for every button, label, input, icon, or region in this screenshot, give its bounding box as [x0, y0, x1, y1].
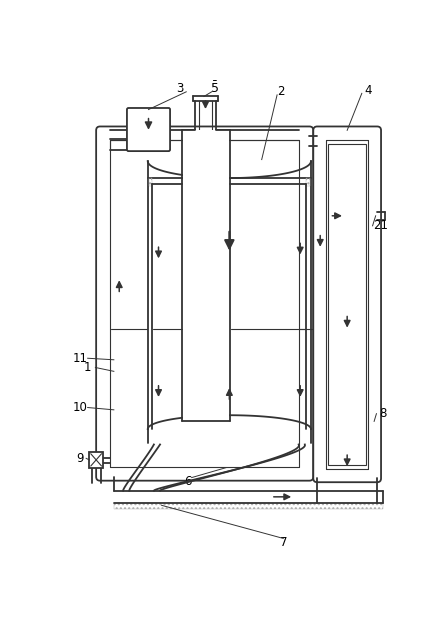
- Text: 2: 2: [277, 85, 285, 99]
- Bar: [129, 110, 135, 149]
- Text: 9: 9: [76, 452, 84, 465]
- FancyBboxPatch shape: [127, 108, 170, 151]
- Bar: [328, 144, 366, 464]
- Bar: [369, 132, 376, 477]
- Text: 8: 8: [379, 407, 386, 420]
- Bar: [301, 132, 308, 475]
- Text: 21: 21: [373, 219, 388, 232]
- Bar: [110, 469, 299, 475]
- Bar: [183, 130, 229, 421]
- Bar: [114, 503, 383, 509]
- Bar: [89, 452, 103, 467]
- Bar: [326, 132, 368, 139]
- Bar: [299, 329, 312, 431]
- Bar: [306, 178, 310, 186]
- Bar: [231, 329, 306, 431]
- Text: 3: 3: [176, 82, 184, 95]
- Text: 4: 4: [364, 84, 372, 97]
- Bar: [162, 110, 168, 149]
- FancyBboxPatch shape: [96, 127, 313, 480]
- Text: 10: 10: [72, 401, 87, 414]
- Text: 1: 1: [84, 361, 92, 374]
- Text: $\bar{5}$: $\bar{5}$: [210, 81, 219, 97]
- Bar: [111, 329, 147, 431]
- Bar: [153, 329, 181, 431]
- Bar: [102, 132, 108, 475]
- Text: 6: 6: [184, 475, 191, 488]
- Bar: [326, 470, 368, 477]
- Bar: [319, 132, 326, 477]
- Bar: [148, 178, 152, 186]
- Bar: [110, 132, 299, 139]
- FancyBboxPatch shape: [313, 127, 381, 482]
- Text: 7: 7: [279, 536, 287, 548]
- Text: 11: 11: [72, 352, 88, 365]
